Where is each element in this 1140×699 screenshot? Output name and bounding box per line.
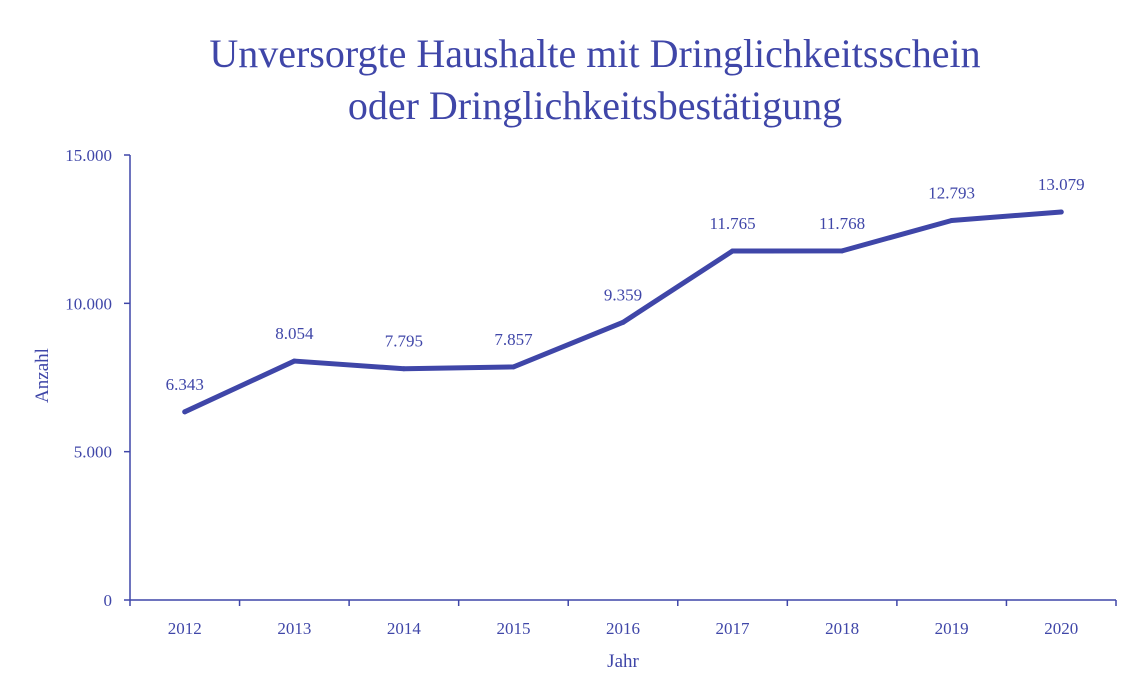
x-tick-label: 2018 — [825, 619, 859, 638]
x-tick-label: 2016 — [606, 619, 640, 638]
x-tick-label: 2013 — [277, 619, 311, 638]
x-tick-label: 2020 — [1044, 619, 1078, 638]
data-point — [1058, 209, 1064, 215]
chart-title-line-1: Unversorgte Haushalte mit Dringlichkeits… — [209, 31, 981, 76]
data-label: 12.793 — [928, 183, 975, 202]
data-label: 6.343 — [166, 375, 204, 394]
data-label: 8.054 — [275, 324, 314, 343]
x-tick-label: 2017 — [716, 619, 751, 638]
y-tick-label: 0 — [104, 591, 113, 610]
data-label: 11.768 — [819, 214, 865, 233]
data-point — [291, 358, 297, 364]
data-point — [839, 248, 845, 254]
data-label: 11.765 — [709, 214, 755, 233]
x-axis-title: Jahr — [607, 651, 639, 672]
data-label: 7.795 — [385, 332, 423, 351]
x-tick-label: 2012 — [168, 619, 202, 638]
data-point — [401, 366, 407, 372]
chart-title-line-2: oder Dringlichkeitsbestätigung — [347, 83, 843, 128]
ticks: 0 5.000 10.000 15.000 2012 2013 2014 2015 2016 20… — [65, 146, 1117, 638]
data-point — [620, 319, 626, 325]
y-axis-title: Anzahl — [32, 348, 53, 403]
x-tick-label: 2015 — [496, 619, 530, 638]
x-tick-label: 2019 — [935, 619, 969, 638]
series-line — [182, 209, 1064, 415]
data-point — [182, 409, 188, 415]
x-tick-label: 2014 — [387, 619, 422, 638]
data-label: 9.359 — [604, 285, 642, 304]
y-tick-label: 5.000 — [74, 443, 112, 462]
series — [182, 209, 1064, 415]
data-labels: 6.343 8.054 7.795 7.857 9.359 11.765 11.768 12.… — [166, 175, 1085, 394]
chart-title: Unversorgte Haushalte mit Dringlichkeits… — [0, 28, 1140, 132]
data-label: 7.857 — [494, 330, 533, 349]
y-tick-label: 15.000 — [65, 146, 112, 165]
data-point — [949, 217, 955, 223]
data-point — [510, 364, 516, 370]
data-label: 13.079 — [1038, 175, 1085, 194]
data-point — [730, 248, 736, 254]
y-tick-label: 10.000 — [65, 294, 112, 313]
axes — [129, 155, 1116, 601]
